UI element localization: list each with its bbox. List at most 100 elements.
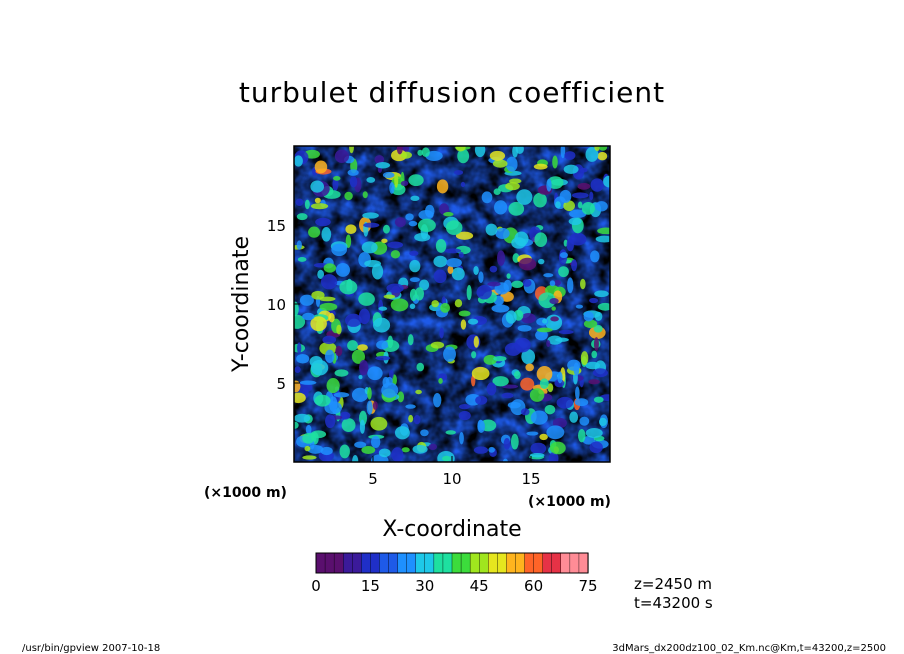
heatmap-blob: [400, 180, 409, 187]
heatmap-blob: [294, 366, 301, 374]
heatmap-blob: [446, 258, 462, 268]
heatmap-blob: [381, 238, 388, 244]
heatmap-blob: [493, 188, 501, 196]
heatmap-blob: [420, 429, 429, 437]
heatmap-blob: [409, 250, 419, 256]
heatmap-blob: [308, 226, 321, 238]
heatmap-blob: [314, 197, 321, 204]
colorbar-tick-label-3: 45: [470, 577, 489, 595]
heatmap-blob: [314, 394, 331, 407]
heatmap-blob: [495, 227, 510, 240]
heatmap-blob: [466, 284, 472, 301]
heatmap-blob: [410, 195, 420, 202]
heatmap-blob: [533, 163, 548, 170]
heatmap-blob: [329, 396, 338, 412]
heatmap-blob: [442, 455, 452, 462]
heatmap-blob: [564, 151, 576, 160]
heatmap-blob: [559, 252, 568, 259]
heatmap-blob: [560, 146, 566, 159]
heatmap-blob: [335, 345, 343, 357]
heatmap-blob: [483, 354, 497, 365]
heatmap-blob: [559, 189, 572, 203]
heatmap-field: [294, 146, 610, 462]
heatmap-blob: [375, 355, 391, 361]
heatmap-blob: [305, 424, 312, 435]
heatmap-blob: [295, 198, 304, 207]
heatmap-blob: [371, 263, 384, 280]
heatmap-blob: [409, 259, 421, 273]
heatmap-blob: [590, 250, 600, 263]
heatmap-blob: [362, 191, 368, 199]
heatmap-blob: [433, 255, 448, 268]
heatmap-blob: [592, 368, 608, 378]
heatmap-blob: [397, 391, 405, 403]
colorbar-bin-1: [324, 552, 335, 574]
heatmap-blob: [366, 176, 376, 183]
heatmap-blob: [302, 455, 317, 460]
footer-right: 3dMars_dx200dz100_02_Km.nc@Km,t=43200,z=…: [612, 643, 886, 654]
heatmap-blob: [582, 435, 596, 445]
heatmap-blob: [359, 419, 366, 434]
colorbar-bin-11: [415, 552, 426, 574]
heatmap-blob: [297, 342, 302, 355]
heatmap-blob: [593, 324, 603, 333]
colorbar-tick-label-0: 0: [311, 577, 321, 595]
heatmap-blob: [394, 172, 399, 188]
heatmap-blob: [367, 387, 372, 400]
heatmap-blob: [529, 388, 545, 402]
heatmap-blob: [383, 294, 396, 299]
heatmap-blob: [444, 248, 462, 254]
heatmap-blob: [589, 441, 603, 454]
heatmap-blob: [493, 355, 507, 362]
x-tick-label-2: 15: [521, 470, 540, 488]
heatmap-blob: [389, 182, 395, 194]
heatmap-blob: [310, 359, 329, 376]
heatmap-blob: [334, 369, 349, 377]
heatmap-blob: [445, 220, 463, 236]
colorbar-bin-13: [433, 552, 444, 574]
heatmap-blob: [334, 149, 350, 164]
heatmap-blob: [335, 262, 351, 277]
heatmap-blob: [518, 257, 537, 271]
heatmap-blob: [294, 301, 299, 317]
heatmap-blob: [324, 349, 335, 364]
heatmap-blob: [557, 371, 563, 384]
heatmap-blob: [505, 182, 520, 191]
heatmap-blob: [530, 410, 548, 425]
colorbar-tick-label-2: 30: [415, 577, 434, 595]
heatmap-blob: [496, 250, 506, 266]
heatmap-blob: [588, 379, 600, 385]
heatmap-blob: [339, 444, 350, 459]
heatmap-blob: [589, 191, 594, 201]
heatmap-blob: [486, 382, 497, 396]
heatmap-blob: [546, 340, 551, 347]
heatmap-blob: [400, 151, 412, 159]
heatmap-blob: [583, 311, 594, 322]
heatmap-blob: [539, 378, 549, 389]
heatmap-blob: [563, 164, 579, 174]
colorbar-bin-16: [460, 552, 471, 574]
heatmap-blob: [336, 324, 342, 335]
heatmap-blob: [460, 181, 466, 188]
colorbar-tick-label-5: 75: [578, 577, 597, 595]
heatmap-blob: [555, 201, 561, 209]
heatmap-blob: [577, 428, 586, 443]
heatmap-blob: [581, 201, 595, 215]
y-tick-label-0: 5: [276, 375, 286, 393]
heatmap-blob: [544, 404, 556, 415]
heatmap-blob: [551, 306, 556, 311]
heatmap-blob: [473, 446, 489, 454]
heatmap-blob: [485, 223, 498, 236]
heatmap-blob: [435, 238, 447, 253]
heatmap-blob: [536, 327, 553, 333]
heatmap-blob: [594, 290, 609, 298]
heatmap-blob: [511, 237, 527, 249]
colorbar-bin-10: [406, 552, 417, 574]
heatmap-blob: [455, 231, 474, 240]
heatmap-blob: [546, 425, 565, 440]
heatmap-blob: [458, 251, 464, 258]
heatmap-blob: [396, 146, 403, 155]
heatmap-blob: [407, 334, 414, 346]
heatmap-blob: [386, 283, 404, 294]
heatmap-blob: [297, 257, 307, 262]
